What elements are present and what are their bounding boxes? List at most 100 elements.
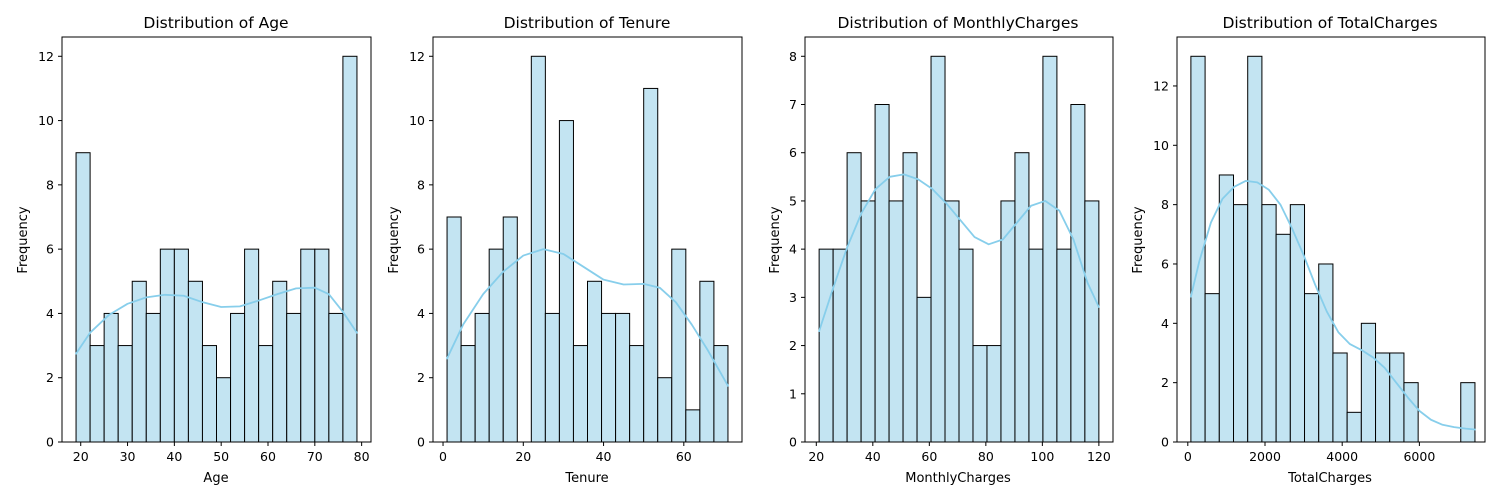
- histogram-bar: [460, 345, 476, 443]
- histogram-bar: [1460, 382, 1476, 443]
- histogram-bar: [902, 152, 918, 443]
- histogram-bar: [1346, 411, 1362, 443]
- x-tick-label: 60: [676, 449, 692, 464]
- histogram-bar: [1000, 200, 1016, 443]
- x-tick-label: 40: [596, 449, 612, 464]
- histogram-bar: [1261, 204, 1277, 443]
- plot-frame: [61, 36, 372, 443]
- histogram-bar: [187, 280, 203, 443]
- histogram-bar: [615, 312, 631, 443]
- x-tick-label: 50: [213, 449, 229, 464]
- histogram-bar: [671, 248, 687, 443]
- histogram-bar: [1275, 233, 1291, 443]
- x-axis-label: MonthlyCharges: [905, 471, 1011, 486]
- histogram-bar: [1056, 248, 1072, 443]
- x-tick-label: 0: [1184, 449, 1192, 464]
- histogram-bar: [201, 345, 217, 443]
- histogram-bar: [1304, 293, 1320, 443]
- x-tick-label: 20: [808, 449, 824, 464]
- histogram-bar: [1042, 55, 1058, 443]
- histogram-bar: [1360, 322, 1377, 443]
- histogram-bar: [300, 248, 316, 443]
- y-tick-label: 4: [1161, 316, 1169, 331]
- histogram-bar: [258, 345, 274, 443]
- y-tick-label: 6: [417, 242, 425, 257]
- plot-frame: [1176, 36, 1486, 443]
- histogram-bar: [930, 55, 946, 443]
- y-tick-label: 5: [789, 193, 797, 208]
- histogram-bar: [145, 312, 161, 443]
- histogram-bar: [958, 248, 974, 443]
- histogram-bar: [1218, 174, 1235, 443]
- histogram-bar: [944, 200, 960, 443]
- y-tick-label: 10: [1153, 138, 1169, 153]
- histogram-bar: [89, 345, 105, 443]
- y-tick-label: 12: [1153, 78, 1169, 93]
- histogram-bar: [643, 87, 659, 443]
- y-tick-label: 10: [409, 113, 425, 128]
- x-tick-label: 60: [260, 449, 276, 464]
- x-tick-label: 80: [978, 449, 994, 464]
- histogram-bar: [1332, 352, 1348, 443]
- x-tick-label: 80: [354, 449, 370, 464]
- histogram-bar: [846, 152, 862, 443]
- histogram-bar: [685, 409, 701, 443]
- histogram-bar: [173, 248, 189, 443]
- histogram-bar: [699, 280, 715, 443]
- y-tick-label: 12: [38, 49, 54, 64]
- histogram-bar: [216, 377, 232, 443]
- y-tick-label: 4: [789, 242, 797, 257]
- histogram-bar: [874, 104, 890, 443]
- kde-curve: [818, 173, 1100, 333]
- y-axis-label: Frequency: [387, 206, 402, 273]
- histogram-bar: [1084, 200, 1100, 443]
- y-tick-label: 2: [789, 338, 797, 353]
- x-axis-label: TotalCharges: [1287, 471, 1372, 486]
- x-tick-label: 4000: [1326, 449, 1358, 464]
- histogram-bar: [314, 248, 330, 443]
- histogram-bar: [1014, 152, 1030, 443]
- histogram-bar: [1204, 293, 1220, 443]
- histogram-bar: [75, 152, 91, 443]
- histogram-bar: [972, 345, 988, 443]
- x-axis-label: Age: [203, 471, 228, 486]
- x-tick-label: 6000: [1403, 449, 1435, 464]
- histogram-bar: [474, 312, 490, 443]
- x-tick-label: 40: [865, 449, 881, 464]
- histogram-bar: [328, 312, 344, 443]
- y-tick-label: 0: [1161, 435, 1169, 450]
- y-tick-label: 4: [417, 306, 425, 321]
- monthlycharges-histogram-panel: Distribution of MonthlyCharges MonthlyCh…: [768, 14, 1114, 486]
- histogram-bar: [446, 216, 462, 443]
- x-tick-label: 70: [307, 449, 323, 464]
- histogram-bar: [230, 312, 246, 443]
- x-tick-label: 100: [1030, 449, 1054, 464]
- histogram-bar: [818, 248, 834, 443]
- histogram-bar: [1028, 248, 1044, 443]
- kde-curve: [75, 286, 358, 355]
- y-axis-label: Frequency: [16, 206, 31, 273]
- histogram-bar: [832, 248, 848, 443]
- x-tick-label: 2000: [1249, 449, 1281, 464]
- y-tick-label: 8: [417, 177, 425, 192]
- y-tick-label: 2: [417, 370, 425, 385]
- histogram-bar: [916, 296, 932, 443]
- kde-curve: [446, 248, 729, 387]
- y-tick-label: 12: [409, 49, 425, 64]
- histogram-bar: [286, 312, 302, 443]
- histogram-bar: [572, 345, 589, 443]
- x-tick-label: 60: [921, 449, 937, 464]
- y-tick-label: 8: [789, 49, 797, 64]
- plot-frame: [804, 36, 1114, 443]
- plot-frame: [432, 36, 743, 443]
- totalcharges-histogram-panel: Distribution of TotalCharges TotalCharge…: [1131, 14, 1486, 486]
- y-tick-label: 0: [417, 435, 425, 450]
- histogram-bar: [1070, 104, 1086, 443]
- histogram-bar: [244, 248, 260, 443]
- x-tick-label: 40: [166, 449, 182, 464]
- kde-curve: [1189, 179, 1476, 431]
- y-tick-label: 4: [46, 306, 54, 321]
- histogram-bar: [131, 280, 147, 443]
- y-tick-label: 3: [789, 290, 797, 305]
- histogram-bar: [159, 248, 175, 443]
